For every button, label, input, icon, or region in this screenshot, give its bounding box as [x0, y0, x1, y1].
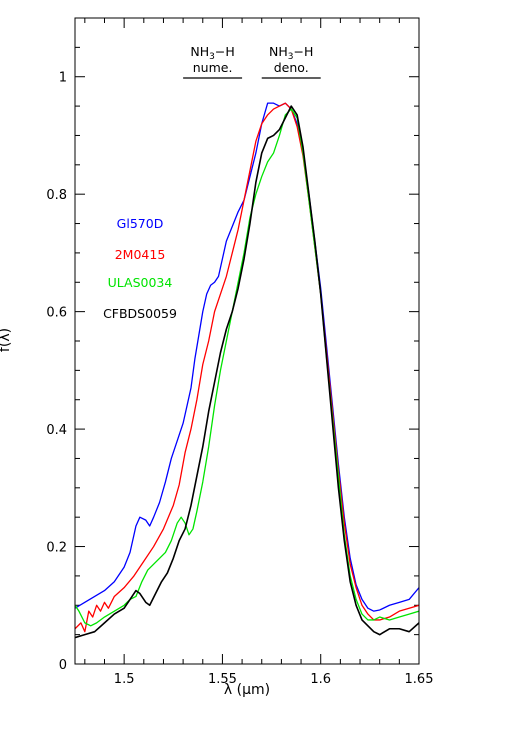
- x-axis-label: λ (μm): [224, 682, 270, 698]
- legend: Gl570D 2M0415 ULAS0034 CFBDS0059: [103, 216, 177, 321]
- band-label-top: NH3−H: [269, 44, 313, 62]
- series-line-cfbds0059: [75, 105, 419, 639]
- y-tick-label: 1: [59, 71, 67, 86]
- y-tick-label: 0: [59, 658, 67, 673]
- legend-item-ulas0034: ULAS0034: [108, 275, 173, 290]
- x-tick-label: 1.6: [310, 672, 331, 687]
- series-line-2m0415: [75, 102, 419, 633]
- plot-frame: [74, 17, 420, 665]
- band-label-top: NH3−H: [190, 44, 234, 62]
- legend-item-cfbds0059: CFBDS0059: [103, 306, 177, 321]
- y-tick-label: 0.4: [46, 423, 67, 438]
- legend-item-gl570d: Gl570D: [117, 216, 164, 231]
- x-tick-label: 1.55: [208, 672, 237, 687]
- y-tick-label: 0.6: [46, 306, 67, 321]
- series-line-gl570d: [75, 102, 419, 612]
- tick-labels: 1.5 1.55 1.6 1.65 0 0.2 0.4 0.6 0.8 1: [46, 71, 433, 687]
- y-axis-label: f(λ): [0, 328, 13, 352]
- series-layer: [75, 102, 419, 639]
- band-label-bottom: deno.: [274, 60, 309, 75]
- x-tick-label: 1.5: [114, 672, 135, 687]
- band-label-bottom: nume.: [193, 60, 233, 75]
- legend-item-2m0415: 2M0415: [115, 247, 166, 262]
- axis-ticks: [75, 17, 420, 665]
- y-tick-label: 0.2: [46, 541, 67, 556]
- x-tick-label: 1.65: [405, 672, 434, 687]
- y-tick-label: 0.8: [46, 188, 67, 203]
